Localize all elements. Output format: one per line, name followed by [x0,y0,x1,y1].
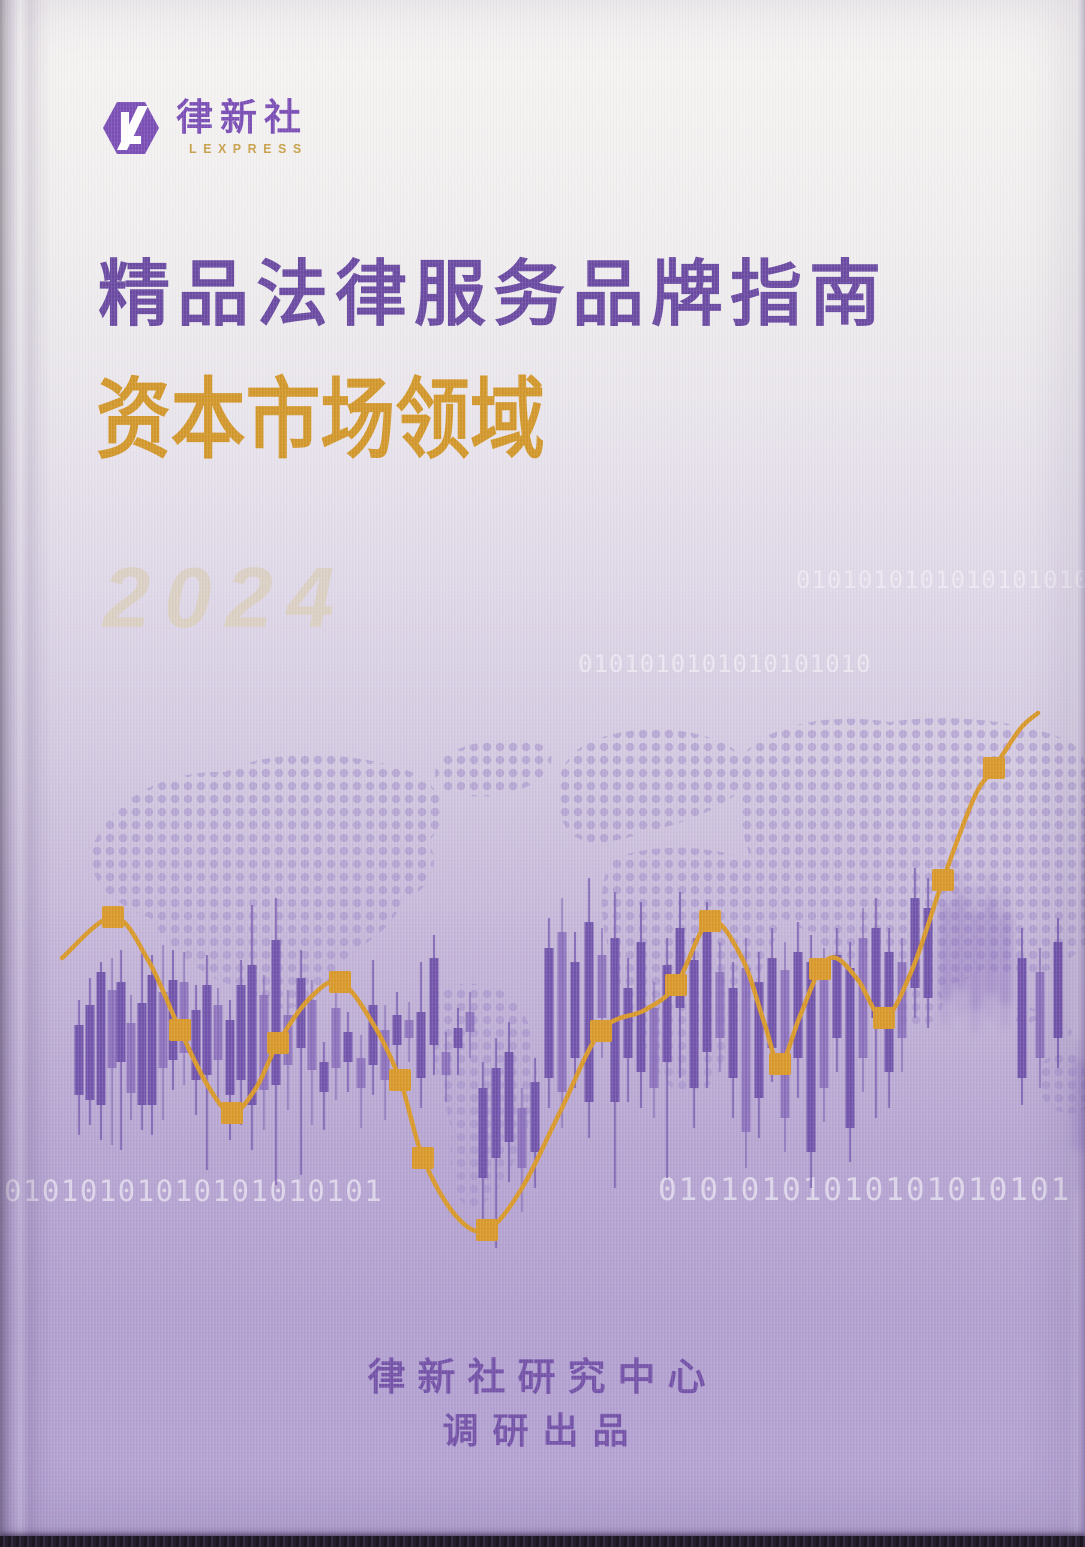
main-title: 精品法律服务品牌指南 [98,255,889,335]
year-watermark: 2024 [103,551,349,646]
logo-name-en: LEXPRESS [189,141,308,156]
logo-text: 律新社 LEXPRESS [176,97,308,156]
footer-publisher: 律新社研究中心 [367,1357,718,1399]
map-greenland [434,739,552,797]
footer-produced-by: 调研出品 [442,1410,643,1451]
book-top-edge [0,0,1085,16]
book-page-block-edge [0,1536,1085,1547]
binary-watermark-bottom-left: 01010101010101010101 [4,1174,384,1208]
lexpress-hexagon-icon [103,102,159,154]
subtitle: 资本市场领域 [96,370,545,469]
book-spine-edge [0,0,50,1547]
book-right-edge [1067,0,1085,1547]
logo-name-cn: 律新社 [176,97,308,138]
binary-watermark-bottom-right: 01010101010101010101 [658,1172,1072,1208]
lexpress-logo: 律新社 LEXPRESS [102,97,308,158]
map-asia [737,718,1085,985]
binary-watermark-top-right: 0101010101010101010 [796,566,1085,594]
binary-watermark-middle: 0101010101010101010 [578,650,872,678]
map-north-america [90,755,442,1009]
map-europe [556,729,745,843]
